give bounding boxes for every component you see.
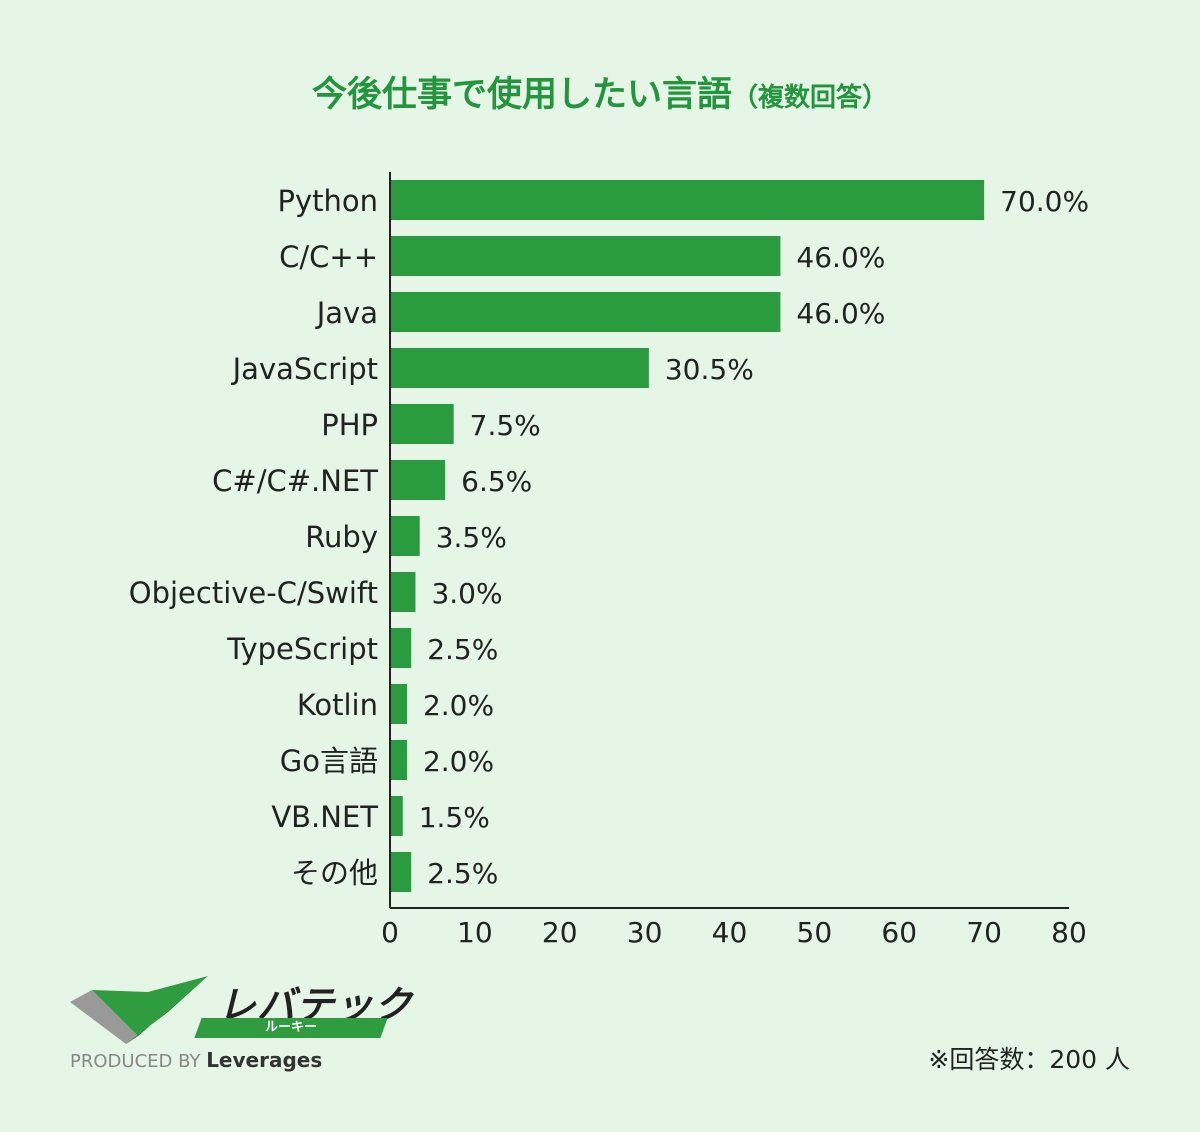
category-label: JavaScript	[231, 352, 378, 386]
chart-title: 今後仕事で使用したい言語（複数回答）	[0, 66, 1200, 117]
levtech-rookie-logo: レバテック ルーキー PRODUCED BY Leverages	[68, 972, 412, 1072]
category-label: C#/C#.NET	[212, 464, 378, 498]
value-label: 6.5%	[461, 465, 532, 498]
x-tick-label: 20	[542, 916, 578, 949]
value-label: 2.0%	[423, 745, 494, 778]
category-label: Objective-C/Swift	[129, 576, 378, 610]
value-label: 1.5%	[419, 801, 490, 834]
bar	[390, 236, 781, 276]
bar-chart: Python 70.0% C/C++ 46.0% Java 46.0% JavaScript…	[129, 172, 1089, 949]
value-label: 46.0%	[796, 297, 885, 330]
value-label: 2.5%	[427, 633, 498, 666]
x-tick-label: 0	[381, 916, 399, 949]
brand-name: Leverages	[206, 1048, 323, 1072]
bar	[390, 796, 403, 836]
respondent-count-note: ※回答数：200 人	[928, 1045, 1130, 1074]
category-label: Go言語	[280, 744, 378, 778]
produced-by: PRODUCED BY Leverages	[70, 1048, 322, 1072]
produced-by-text: PRODUCED BY	[70, 1051, 201, 1072]
x-tick-label: 30	[627, 916, 663, 949]
category-label: C/C++	[279, 240, 378, 274]
bar	[390, 460, 446, 500]
bar	[390, 292, 781, 332]
value-label: 3.0%	[431, 577, 502, 610]
bar	[390, 516, 420, 556]
logo-sub: ルーキー	[264, 1020, 317, 1035]
x-tick-label: 60	[881, 916, 917, 949]
category-label: Java	[315, 296, 378, 330]
bar	[390, 740, 407, 780]
value-label: 3.5%	[436, 521, 507, 554]
category-label: VB.NET	[271, 800, 378, 834]
category-label: TypeScript	[226, 632, 378, 666]
value-label: 7.5%	[470, 409, 541, 442]
bar	[390, 348, 649, 388]
bar	[390, 404, 454, 444]
bar	[390, 684, 407, 724]
bar	[390, 628, 412, 668]
category-label: PHP	[321, 408, 378, 442]
chart-title-main: 今後仕事で使用したい言語	[311, 75, 732, 115]
x-tick-label: 80	[1051, 916, 1087, 949]
x-tick-label: 40	[712, 916, 748, 949]
category-label: Kotlin	[297, 688, 378, 722]
category-label: Ruby	[305, 520, 378, 554]
x-tick-label: 50	[797, 916, 833, 949]
category-label: Python	[277, 184, 378, 218]
value-label: 2.5%	[427, 857, 498, 890]
bar	[390, 852, 412, 892]
x-tick-label: 10	[457, 916, 493, 949]
value-label: 46.0%	[796, 241, 885, 274]
value-label: 2.0%	[423, 689, 494, 722]
category-label: その他	[291, 856, 378, 890]
chart-title-sub: （複数回答）	[732, 83, 889, 113]
value-label: 30.5%	[665, 353, 754, 386]
value-label: 70.0%	[1000, 185, 1089, 218]
bar	[390, 572, 416, 612]
x-tick-label: 70	[966, 916, 1002, 949]
bar	[390, 180, 985, 220]
check-mark-icon	[70, 976, 208, 1044]
